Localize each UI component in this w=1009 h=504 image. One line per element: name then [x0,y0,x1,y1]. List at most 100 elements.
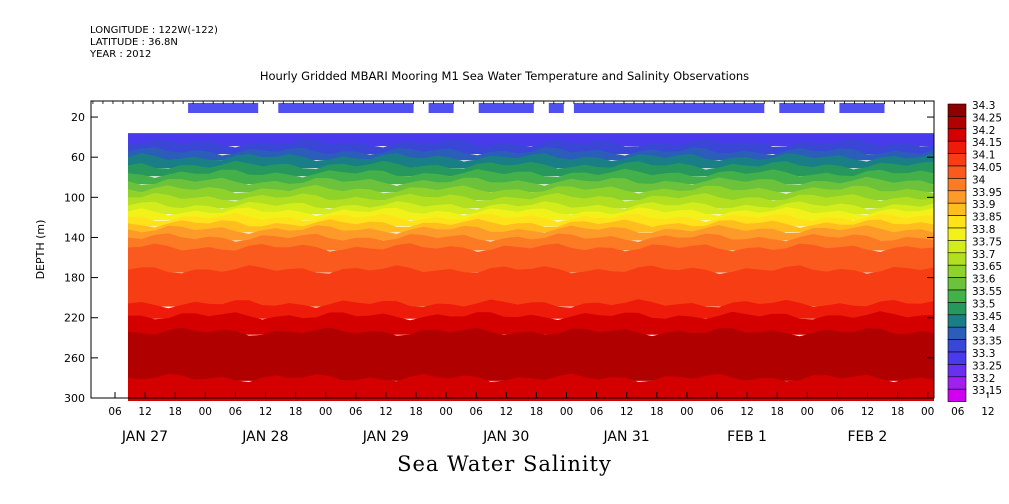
colorbar-swatch [947,240,967,254]
x-tick-label: 00 [319,406,332,418]
salinity-band [128,147,934,161]
x-tick-label: 12 [500,406,513,418]
colorbar-label: 33.45 [972,311,1002,323]
x-tick-label: 00 [439,406,452,418]
x-tick-label: 00 [680,406,693,418]
y-tick-label: 220 [64,312,85,325]
x-day-label: JAN 31 [602,429,649,445]
salinity-band [128,243,934,273]
availability-bars [188,103,885,113]
colorbar-swatch [947,116,967,130]
colorbar-swatch [947,264,967,278]
colorbar-swatch [947,364,967,378]
x-tick-label: 00 [921,406,934,418]
colorbar-swatch [947,227,967,241]
x-tick-label: 12 [981,406,994,418]
colorbar-swatch [947,128,967,142]
x-tick-label: 06 [831,406,845,418]
colorbar-label: 34.15 [972,137,1002,149]
x-tick-label: 18 [891,406,904,418]
colorbar-label: 34 [972,174,986,186]
colorbar-swatch [947,388,967,402]
y-tick-label: 300 [64,392,85,405]
colorbar-swatch [947,103,967,117]
x-tick-label: 12 [379,406,392,418]
colorbar-swatch [947,326,967,340]
y-axis-label: DEPTH (m) [34,220,47,280]
data-availability-bar [548,103,564,113]
data-availability-bar [188,103,259,113]
colorbar: 34.334.2534.234.1534.134.053433.9533.933… [947,100,1002,402]
y-tick-label: 180 [64,272,85,285]
year-label: YEAR : 2012 [90,49,152,60]
colorbar-swatch [947,289,967,303]
colorbar-label: 33.25 [972,360,1002,372]
salinity-band [128,233,934,251]
colorbar-label: 34.05 [972,162,1002,174]
salinity-band [128,176,934,193]
y-tick-label: 20 [71,111,85,124]
x-tick-label: 06 [349,406,363,418]
y-tick-label: 140 [64,231,85,244]
colorbar-label: 33.2 [972,373,995,385]
x-tick-label: 06 [108,406,122,418]
x-tick-label: 06 [710,406,724,418]
data-availability-bar [478,103,534,113]
x-tick-label: 12 [138,406,151,418]
colorbar-swatch [947,302,967,316]
colorbar-label: 33.4 [972,323,996,335]
x-tick-label: 18 [409,406,422,418]
colorbar-swatch [947,376,967,390]
salinity-band [128,138,934,155]
colorbar-swatch [947,339,967,353]
longitude-label: LONGITUDE : 122W(-122) [90,25,218,36]
x-tick-label: 12 [620,406,633,418]
salinity-band [128,265,934,307]
colorbar-label: 33.5 [972,298,995,310]
x-tick-label: 00 [199,406,212,418]
salinity-band [128,225,934,241]
x-day-label: FEB 1 [727,429,767,445]
x-tick-label: 06 [470,406,484,418]
x-tick-label: 18 [289,406,302,418]
salinity-band [128,201,934,215]
data-availability-bar [839,103,885,113]
x-day-label: JAN 27 [121,429,168,445]
x-day-label: FEB 2 [847,429,887,445]
colorbar-label: 33.75 [972,236,1002,248]
x-tick-label: 18 [650,406,663,418]
plot-frame [90,100,935,399]
x-tick-label: 00 [560,406,573,418]
colorbar-label: 33.15 [972,385,1002,397]
colorbar-label: 33.85 [972,212,1002,224]
colorbar-label: 33.65 [972,261,1002,273]
colorbar-label: 33.9 [972,199,995,211]
y-tick-label: 60 [71,151,85,164]
salinity-band [128,133,934,147]
colorbar-swatch [947,140,967,154]
x-tick-label: 12 [861,406,874,418]
salinity-band [128,327,934,381]
chart-title: Hourly Gridded MBARI Mooring M1 Sea Wate… [259,69,750,83]
x-tick-label: 06 [229,406,243,418]
data-availability-bar [278,103,414,113]
x-axis-label: Sea Water Salinity [397,452,612,476]
x-tick-label: 12 [259,406,272,418]
x-tick-label: 06 [590,406,604,418]
x-tick-label: 12 [740,406,753,418]
colorbar-label: 33.35 [972,336,1002,348]
salinity-band [128,193,934,209]
colorbar-label: 33.55 [972,286,1002,298]
colorbar-swatch [947,252,967,266]
colorbar-swatch [947,190,967,204]
colorbar-swatch [947,153,967,167]
plot-area [128,133,934,401]
colorbar-label: 34.2 [972,125,995,137]
colorbar-swatch [947,202,967,216]
colorbar-swatch [947,351,967,365]
y-tick-label: 100 [64,191,85,204]
x-day-label: JAN 29 [362,429,409,445]
x-tick-label: 18 [530,406,543,418]
x-tick-label: 00 [801,406,814,418]
